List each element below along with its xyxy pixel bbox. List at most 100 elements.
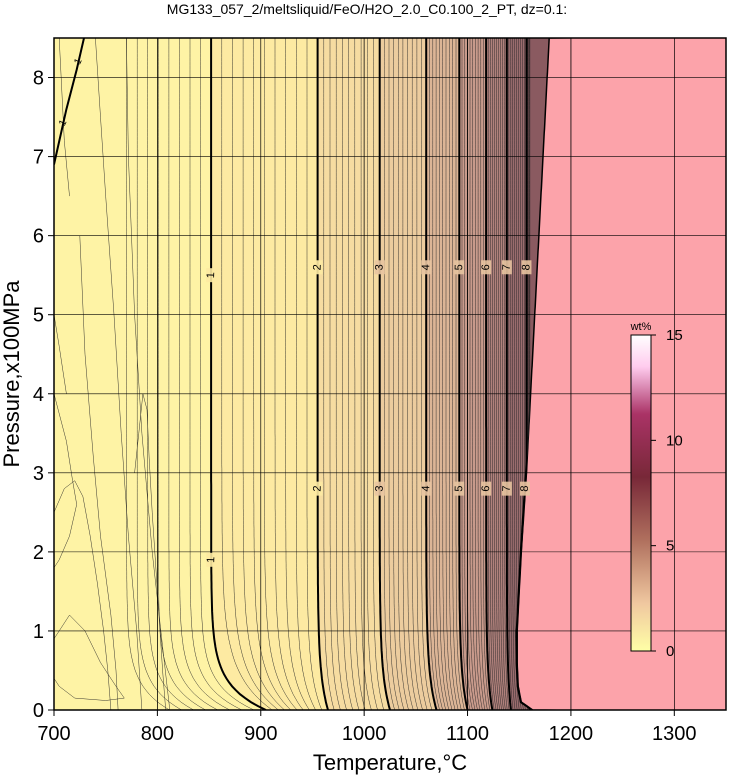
colorbar-tick-label: 0 <box>666 643 674 660</box>
major-contour-8 <box>515 38 533 710</box>
minor-contour <box>442 38 453 710</box>
minor-contour <box>306 38 323 710</box>
svg-text:8: 8 <box>520 264 532 271</box>
major-contour-1 <box>210 38 267 710</box>
colorbar-ticks: 0 5 10 15 <box>651 327 683 660</box>
svg-text:3: 3 <box>374 264 386 271</box>
contour-label-5: 5 <box>453 260 465 275</box>
minor-contour <box>469 38 478 710</box>
contour-label-6: 6 <box>480 260 492 275</box>
y-tick-label: 5 <box>33 305 44 327</box>
major-contour-2 <box>316 38 329 710</box>
minor-contour <box>134 393 166 710</box>
minor-contour <box>189 38 242 710</box>
minor-contour <box>445 38 456 710</box>
minor-contour <box>95 38 143 710</box>
minor-contour <box>242 38 285 710</box>
minor-contour <box>480 38 488 710</box>
contour-label-5: 5 <box>453 481 465 496</box>
minor-contour <box>435 38 447 710</box>
contour-label-2: 2 <box>312 481 324 496</box>
contour-label-6: 6 <box>480 481 492 496</box>
minor-contour <box>54 480 112 710</box>
contour-label-2: 2 <box>312 260 324 275</box>
svg-text:6: 6 <box>480 485 492 492</box>
svg-text:1: 1 <box>205 557 217 564</box>
minor-contour <box>449 38 459 710</box>
y-axis-label: Pressure,x100MPa <box>0 280 24 468</box>
colorbar: wt% 0 5 10 15 <box>630 321 683 660</box>
contour-label-7: 7 <box>501 481 513 496</box>
major-contour-5 <box>458 38 469 710</box>
colorbar-label: wt% <box>630 321 652 333</box>
minor-contour <box>494 38 501 710</box>
minor-contour <box>58 38 70 197</box>
minor-contour <box>498 38 504 710</box>
y-tick-label: 0 <box>33 700 44 722</box>
minor-contour <box>179 38 230 710</box>
minor-contour <box>200 38 255 710</box>
svg-text:4: 4 <box>420 485 432 492</box>
minor-contour <box>354 38 366 710</box>
minor-contour <box>464 38 473 710</box>
y-tick-label: 6 <box>33 226 44 248</box>
minor-contour <box>429 38 440 710</box>
minor-contour <box>510 38 516 710</box>
minor-contour <box>136 38 182 710</box>
minor-contour <box>452 38 462 710</box>
minor-contour <box>147 38 194 710</box>
minor-contour <box>512 38 518 710</box>
minor-contour <box>168 38 218 710</box>
major-contour-7 <box>505 38 512 710</box>
minor-contour <box>461 38 471 710</box>
minor-contour <box>54 314 67 394</box>
contour-label-4: 4 <box>420 260 432 275</box>
minor-contour <box>500 38 506 710</box>
minor-contour <box>487 38 495 710</box>
x-tick-label: 700 <box>37 723 70 745</box>
major-contour-4 <box>425 38 438 710</box>
x-tick-label: 1200 <box>549 723 594 745</box>
minor-contour <box>296 38 316 710</box>
svg-text:7: 7 <box>501 264 513 271</box>
minor-contour <box>54 614 125 701</box>
y-tick-label: 8 <box>33 68 44 90</box>
svg-text:1: 1 <box>205 272 217 279</box>
minor-contour <box>475 38 483 710</box>
minor-contour <box>274 38 304 710</box>
minor-contour <box>393 38 405 710</box>
contour-label-1: 1 <box>205 552 217 567</box>
minor-contour <box>398 38 409 710</box>
minor-contour <box>232 38 279 710</box>
chart-title: MG133_057_2/meltsliquid/FeO/H2O_2.0_C0.1… <box>167 1 567 17</box>
minor-contour <box>483 38 491 710</box>
minor-contour <box>407 38 419 710</box>
major-contour-6 <box>485 38 494 710</box>
x-tick-label: 900 <box>244 723 277 745</box>
x-tick-label: 800 <box>141 723 174 745</box>
svg-text:8: 8 <box>519 485 531 492</box>
y-tick-label: 3 <box>33 463 44 485</box>
minor-contour <box>348 38 360 710</box>
minor-contour <box>158 38 206 710</box>
minor-contour <box>432 38 443 710</box>
minor-contour <box>496 38 502 710</box>
minor-contour <box>323 38 335 710</box>
minor-contour <box>253 38 291 710</box>
colorbar-tick-label: 10 <box>666 432 683 449</box>
minor-contour <box>490 38 497 710</box>
svg-text:1: 1 <box>72 56 85 66</box>
svg-text:2: 2 <box>312 264 324 271</box>
minor-contour <box>492 38 499 710</box>
minor-contour <box>367 38 378 710</box>
minor-contour <box>384 38 395 710</box>
contour-label-upper-left: 1 <box>72 56 85 66</box>
minor-contour <box>504 38 510 710</box>
minor-contour <box>335 38 347 710</box>
colorbar-gradient <box>630 334 652 652</box>
minor-contour <box>264 38 298 710</box>
svg-text:6: 6 <box>480 264 492 271</box>
minor-contour <box>439 38 450 710</box>
colorbar-tick-label: 15 <box>666 327 683 344</box>
subsolidus-region <box>516 38 726 710</box>
